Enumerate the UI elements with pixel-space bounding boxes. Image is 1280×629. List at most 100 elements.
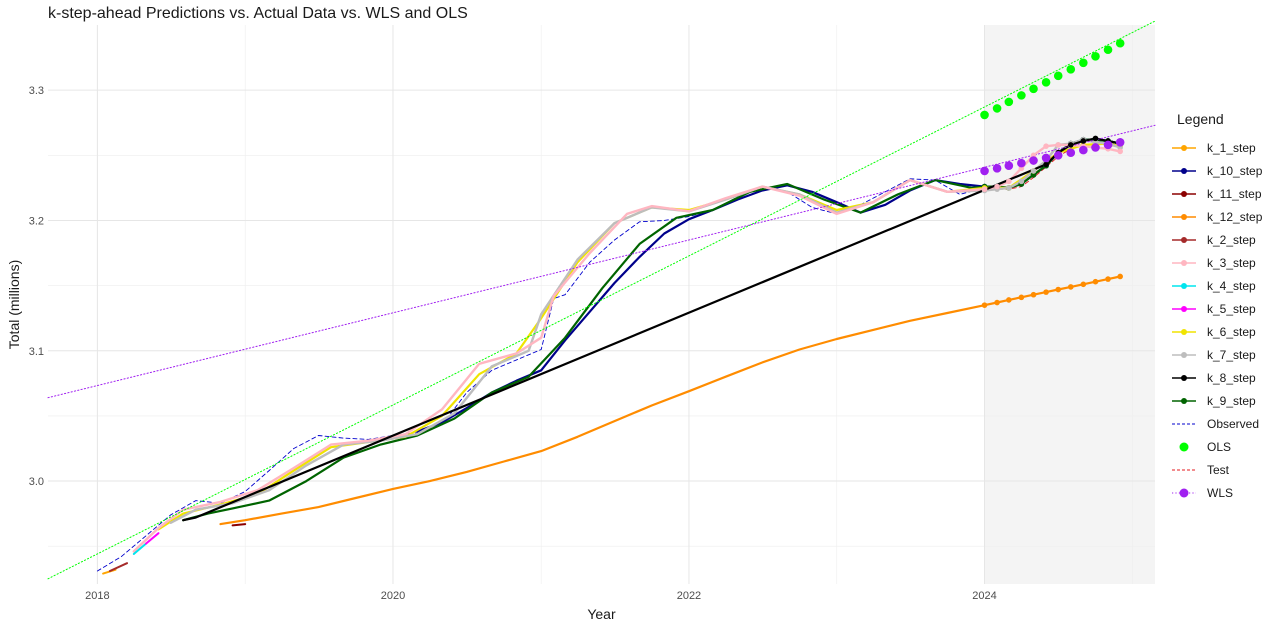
x-tick-label: 2018 bbox=[85, 590, 109, 602]
data-point-wls bbox=[1066, 148, 1076, 157]
series-line-k-11-step bbox=[231, 523, 247, 527]
data-point-k-12-step bbox=[981, 302, 988, 308]
data-point-k-3-step bbox=[1117, 148, 1123, 155]
legend-key bbox=[1172, 488, 1196, 497]
legend-label: k_1_step bbox=[1207, 140, 1256, 155]
data-point-wls bbox=[980, 166, 989, 176]
legend-item: k_8_step bbox=[1170, 366, 1278, 389]
legend-key bbox=[1179, 442, 1189, 451]
data-point-wls bbox=[1029, 156, 1038, 165]
legend-key bbox=[1172, 259, 1196, 266]
legend-item: WLS bbox=[1170, 481, 1278, 504]
data-point-k-12-step bbox=[1117, 273, 1123, 280]
legend-item: Test bbox=[1170, 458, 1278, 481]
data-point-k-12-step bbox=[1043, 289, 1049, 295]
data-point-wls bbox=[1115, 137, 1125, 147]
chart-title: k-step-ahead Predictions vs. Actual Data… bbox=[48, 5, 468, 22]
legend-key bbox=[1172, 397, 1196, 404]
series-line-k-3-step bbox=[132, 143, 1122, 553]
legend-key bbox=[1172, 328, 1196, 335]
legend-item: k_10_step bbox=[1170, 159, 1278, 182]
legend-label: k_5_step bbox=[1207, 301, 1256, 316]
axis-ticks: 2018 2020 2022 2024 3.0 3.1 3.2 3.3 bbox=[29, 85, 997, 602]
data-point-k-12-step bbox=[1030, 291, 1037, 298]
data-point-k-12-step bbox=[1080, 281, 1087, 288]
data-point-k-12-step bbox=[1006, 297, 1012, 303]
legend-item: k_4_step bbox=[1170, 274, 1278, 297]
legend-item: k_5_step bbox=[1170, 297, 1278, 320]
legend-label: k_10_step bbox=[1207, 163, 1263, 178]
data-point-k-7-step bbox=[1006, 185, 1012, 191]
data-point-k-8-step bbox=[1080, 138, 1087, 144]
data-point-k-7-step bbox=[1018, 178, 1025, 185]
series-line-ols bbox=[47, 20, 1156, 580]
x-tick-label: 2020 bbox=[381, 590, 405, 602]
data-point-k-3-step bbox=[1006, 178, 1012, 185]
data-point-wls bbox=[1079, 145, 1088, 155]
data-point-ols bbox=[1041, 78, 1051, 87]
data-point-k-3-step bbox=[1043, 143, 1049, 149]
data-point-ols bbox=[1066, 65, 1076, 74]
legend-key bbox=[1172, 236, 1196, 243]
data-point-wls bbox=[1091, 143, 1100, 152]
data-point-wls bbox=[1004, 161, 1014, 171]
legend-key bbox=[1172, 167, 1196, 174]
data-point-ols bbox=[1091, 51, 1100, 61]
y-tick-label: 3.2 bbox=[29, 215, 44, 227]
y-tick-label: 3.3 bbox=[29, 85, 44, 97]
legend-item: k_9_step bbox=[1170, 389, 1278, 412]
legend: Legend k_1_step k_10_step k_11_step k_12_st… bbox=[1170, 110, 1278, 504]
data-point-k-8-step bbox=[1092, 135, 1099, 142]
legend-label: k_11_step bbox=[1207, 186, 1262, 201]
legend-label: Observed bbox=[1207, 416, 1260, 431]
legend-label: OLS bbox=[1207, 439, 1232, 454]
legend-label: k_7_step bbox=[1207, 347, 1256, 362]
legend-key bbox=[1172, 305, 1196, 312]
y-tick-label: 3.1 bbox=[29, 346, 44, 358]
data-point-ols bbox=[980, 110, 989, 120]
data-point-ols bbox=[1017, 91, 1026, 100]
plot-panel bbox=[984, 25, 1155, 584]
series-line-k-12-step bbox=[219, 275, 1122, 526]
legend-title: Legend bbox=[1177, 111, 1224, 127]
legend-item: Observed bbox=[1170, 412, 1278, 435]
data-point-wls bbox=[992, 164, 1002, 173]
data-point-wls bbox=[1103, 140, 1113, 150]
series-line-k-8-step bbox=[182, 137, 1122, 522]
data-point-ols bbox=[1004, 97, 1014, 107]
legend-key bbox=[1172, 374, 1196, 381]
x-axis-title: Year bbox=[587, 606, 616, 622]
data-point-ols bbox=[1103, 45, 1113, 55]
legend-key bbox=[1172, 282, 1196, 289]
x-tick-label: 2024 bbox=[972, 590, 996, 602]
y-tick-label: 3.0 bbox=[29, 476, 44, 488]
data-point-k-12-step bbox=[1018, 294, 1025, 301]
legend-item: k_12_step bbox=[1170, 205, 1278, 228]
legend-label: k_12_step bbox=[1207, 209, 1263, 224]
data-point-k-8-step bbox=[1067, 142, 1074, 148]
data-point-ols bbox=[992, 104, 1002, 113]
legend-items: k_1_step k_10_step k_11_step k_12_step k_2_s… bbox=[1170, 136, 1278, 504]
legend-label: k_9_step bbox=[1207, 393, 1256, 408]
legend-label: WLS bbox=[1207, 485, 1234, 500]
series-line-k-9-step bbox=[182, 138, 1122, 522]
forecast-region-shading bbox=[984, 25, 1155, 584]
series-line-k-5-step bbox=[145, 532, 160, 545]
series-points bbox=[980, 38, 1125, 308]
legend-key bbox=[1172, 190, 1196, 197]
data-point-k-12-step bbox=[1105, 276, 1111, 282]
data-point-k-12-step bbox=[1055, 286, 1062, 293]
series-lines bbox=[47, 20, 1156, 580]
data-point-wls bbox=[1053, 151, 1063, 160]
data-point-k-7-step bbox=[1030, 168, 1037, 174]
legend-label: k_2_step bbox=[1207, 232, 1256, 247]
data-point-ols bbox=[1053, 71, 1063, 81]
x-tick-label: 2022 bbox=[677, 590, 701, 602]
legend-item: k_1_step bbox=[1170, 136, 1278, 159]
data-point-ols bbox=[1029, 84, 1038, 94]
legend-item: k_3_step bbox=[1170, 251, 1278, 274]
legend-label: k_6_step bbox=[1207, 324, 1256, 339]
data-point-k-12-step bbox=[1067, 284, 1074, 290]
legend-key bbox=[1172, 144, 1196, 151]
y-axis-title: Total (millions) bbox=[6, 260, 22, 349]
